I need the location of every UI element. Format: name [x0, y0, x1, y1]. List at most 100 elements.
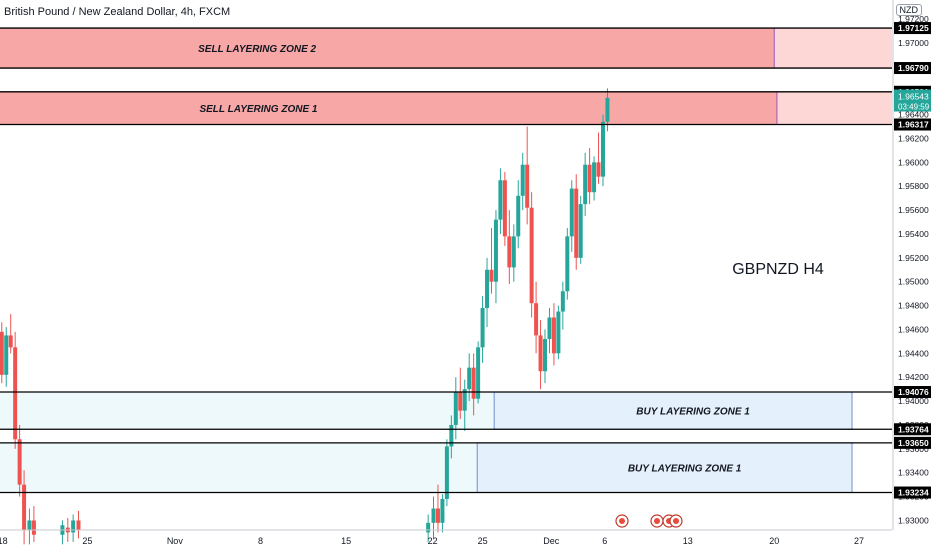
buy-zone-left-2 — [0, 392, 495, 430]
candle-body-30 — [507, 236, 512, 268]
level-tag-bg — [894, 118, 931, 131]
candle-body-43 — [565, 236, 570, 292]
candle-body-14 — [435, 508, 440, 523]
candle-body-52 — [605, 97, 610, 122]
candle-body-7 — [31, 520, 36, 535]
price-tick-label: 1.94400 — [898, 348, 929, 358]
candle-body-50 — [596, 162, 601, 177]
candle-body-11 — [76, 520, 81, 530]
event-flag-icon-center — [619, 518, 625, 524]
level-tag-bg — [894, 62, 931, 75]
level-tag-label: 1.93764 — [898, 424, 929, 434]
candle-body-48 — [587, 164, 592, 193]
candle-body-24 — [480, 307, 485, 348]
price-tick-label: 1.93000 — [898, 515, 929, 525]
time-tick-label: 25 — [478, 536, 488, 546]
candle-body-26 — [489, 269, 494, 282]
candle-body-21 — [467, 367, 472, 390]
price-tick-label: 1.95800 — [898, 181, 929, 191]
candle-body-12 — [426, 522, 431, 533]
price-tick-label: 1.96400 — [898, 110, 929, 120]
candle-body-46 — [578, 204, 583, 258]
candle-body-13 — [431, 508, 436, 523]
price-tick-label: 1.95200 — [898, 253, 929, 263]
candle-body-41 — [556, 311, 561, 354]
time-tick-label: 13 — [683, 536, 693, 546]
zone-labels-layer: SELL LAYERING ZONE 2 SELL LAYERING ZONE 1… — [198, 44, 750, 475]
candle-body-19 — [458, 391, 463, 411]
price-tick-label: 1.97200 — [898, 14, 929, 24]
currency-badge[interactable]: NZD — [895, 4, 922, 16]
candles-layer — [0, 88, 610, 545]
sell-zone-extension-1 — [776, 91, 892, 125]
candle-body-49 — [592, 162, 597, 193]
candle-body-15 — [440, 498, 445, 523]
level-tag-bg — [894, 386, 931, 399]
symbol-title: British Pound / New Zealand Dollar, 4h, … — [4, 6, 231, 18]
candle-body-37 — [538, 335, 543, 372]
price-axis[interactable]: 1.972001.970001.968001.966001.964001.962… — [892, 0, 932, 550]
buy-zone-left-3 — [0, 442, 478, 493]
level-tag-bg — [894, 486, 931, 499]
candle-body-35 — [529, 207, 534, 304]
time-tick-label: 18 — [0, 536, 8, 546]
level-tag-label: 1.96317 — [898, 120, 929, 130]
candle-body-42 — [560, 291, 565, 312]
time-tick-label: 27 — [854, 536, 864, 546]
time-tick-label: 25 — [82, 536, 92, 546]
zone-label-3: BUY LAYERING ZONE 1 — [628, 464, 742, 475]
candle-body-27 — [493, 219, 498, 282]
price-tick-label: 1.94000 — [898, 396, 929, 406]
candle-body-34 — [525, 164, 530, 208]
price-tick-label: 1.93400 — [898, 468, 929, 478]
candle-body-6 — [27, 520, 32, 530]
time-axis[interactable]: 18 25 Nov 8 15 22 25 Dec 6 13 20 27 — [0, 529, 892, 546]
price-tick-label: 1.96000 — [898, 157, 929, 167]
level-tag-label: 1.96790 — [898, 63, 929, 73]
annotation-text: GBPNZD H4 — [732, 261, 824, 278]
candle-body-45 — [574, 188, 579, 258]
level-tag-label: 1.94076 — [898, 387, 929, 397]
candle-body-17 — [449, 424, 454, 447]
candle-body-51 — [600, 121, 605, 177]
time-tick-label: 8 — [258, 536, 263, 546]
candle-body-20 — [462, 389, 467, 411]
price-tags-layer: 1.971251.967901.965911.963171.940761.937… — [894, 22, 931, 499]
countdown-label: 03:49:59 — [898, 103, 930, 112]
time-tick-label: 15 — [341, 536, 351, 546]
level-tag-bg — [894, 423, 931, 436]
candle-body-5 — [22, 484, 27, 530]
events-layer — [615, 514, 683, 528]
level-tag-label: 1.93650 — [898, 438, 929, 448]
level-tag-label: 1.97125 — [898, 23, 929, 33]
event-flag-icon-center — [654, 518, 660, 524]
candle-body-33 — [520, 164, 525, 196]
price-tick-label: 1.94200 — [898, 372, 929, 382]
zone-label-1: SELL LAYERING ZONE 1 — [199, 104, 317, 115]
level-tag-label: 1.93234 — [898, 488, 929, 498]
sell-zone-1 — [0, 91, 777, 125]
candle-body-18 — [453, 391, 458, 425]
candle-body-44 — [569, 188, 574, 237]
price-tick-label: 1.94600 — [898, 324, 929, 334]
candle-body-40 — [551, 317, 556, 354]
price-tick-label: 1.95000 — [898, 277, 929, 287]
time-tick-label: 6 — [602, 536, 607, 546]
candle-body-16 — [444, 446, 449, 499]
candle-body-29 — [502, 180, 507, 237]
candle-body-1 — [4, 335, 9, 375]
time-tick-label: 20 — [769, 536, 779, 546]
zone-label-0: SELL LAYERING ZONE 2 — [198, 44, 316, 55]
current-price-label: 1.96543 — [898, 92, 929, 102]
candle-body-36 — [534, 303, 539, 336]
price-tick-label: 1.95400 — [898, 229, 929, 239]
candle-body-47 — [583, 164, 588, 205]
zone-label-2: BUY LAYERING ZONE 1 — [636, 407, 750, 418]
candle-body-39 — [547, 317, 552, 340]
price-tick-label: 1.96200 — [898, 133, 929, 143]
candle-body-38 — [543, 339, 548, 372]
price-tick-label: 1.97000 — [898, 38, 929, 48]
candle-body-28 — [498, 180, 503, 220]
event-flag-icon-center — [673, 518, 679, 524]
